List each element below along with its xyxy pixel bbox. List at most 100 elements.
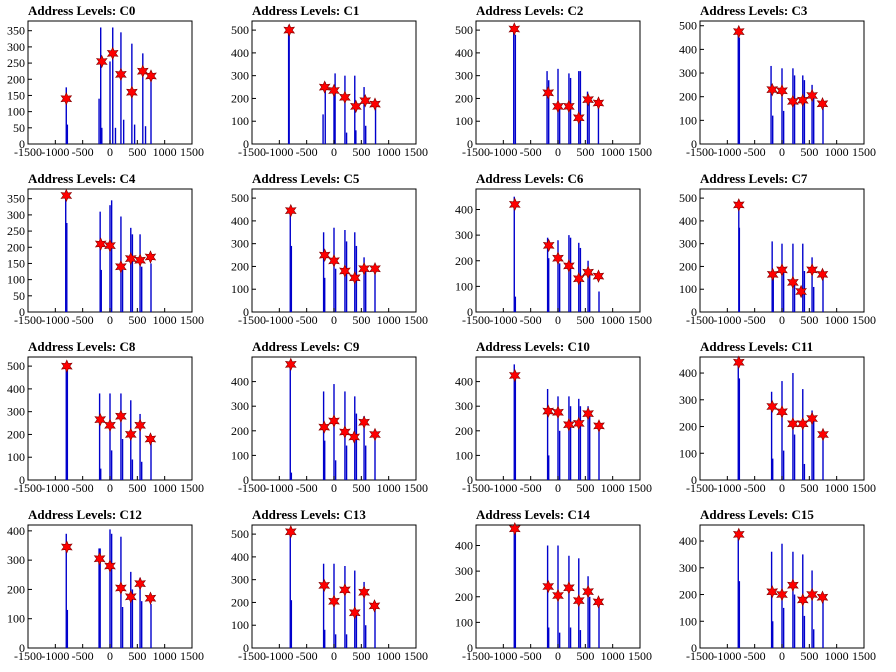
x-tick-label: -1500 — [238, 313, 266, 327]
star-marker — [358, 415, 370, 429]
y-tick-label: 200 — [231, 259, 249, 273]
star-marker — [104, 238, 116, 253]
y-tick-label: 0 — [243, 305, 249, 319]
x-tick-label: 500 — [800, 481, 818, 495]
chart-svg: Address Levels: C13 0 100 200 300 400 500 -1500… — [231, 507, 428, 663]
x-tick-label: -500 — [72, 145, 94, 159]
star-marker — [796, 93, 809, 107]
x-tick-label: 1000 — [153, 313, 177, 327]
star-marker — [787, 417, 799, 431]
x-tick-label: 500 — [800, 145, 818, 159]
y-tick-label: 400 — [7, 524, 25, 538]
star-marker — [126, 85, 138, 99]
x-tick-label: -1000 — [489, 313, 517, 327]
y-tick-label: 400 — [231, 550, 249, 564]
x-tick-label: 1000 — [825, 313, 849, 327]
star-marker — [144, 250, 157, 264]
y-tick-label: 300 — [231, 237, 249, 251]
star-marker — [732, 355, 745, 370]
x-tick-label: -1000 — [41, 649, 69, 663]
star-marker — [350, 99, 362, 114]
x-tick-label: 0 — [107, 649, 113, 663]
star-marker — [136, 64, 149, 78]
y-tick-label: 500 — [679, 191, 697, 205]
star-marker — [144, 432, 157, 446]
x-tick-label: -1500 — [14, 481, 42, 495]
x-tick-label: 0 — [555, 481, 561, 495]
y-tick-label: 300 — [7, 405, 25, 419]
y-tick-label: 400 — [455, 203, 473, 217]
x-tick-label: 1500 — [628, 313, 652, 327]
x-tick-label: -1500 — [686, 145, 714, 159]
star-marker — [572, 111, 585, 125]
x-tick-label: 500 — [352, 145, 370, 159]
y-tick-label: 200 — [231, 595, 249, 609]
y-tick-label: 100 — [455, 279, 473, 293]
star-marker — [283, 23, 296, 37]
x-tick-label: 1000 — [153, 481, 177, 495]
star-marker — [115, 409, 127, 423]
star-marker — [60, 91, 73, 106]
y-tick-label: 250 — [7, 56, 25, 70]
x-tick-label: 0 — [107, 481, 113, 495]
star-marker — [508, 22, 521, 36]
star-marker — [369, 97, 381, 111]
y-tick-label: 400 — [455, 375, 473, 389]
y-tick-label: 100 — [455, 114, 473, 128]
x-tick-label: 1500 — [180, 649, 204, 663]
star-marker — [572, 593, 585, 608]
chart-panel: Address Levels: C0 0 50 100 150 200 250 300 350 -… — [0, 0, 224, 168]
x-tick-label: -1000 — [713, 481, 741, 495]
star-marker — [106, 46, 119, 61]
star-marker — [806, 587, 818, 602]
chart-panel: Address Levels: C4 0 50 100 150 200 250 300 350 -… — [0, 168, 224, 336]
y-tick-label: 400 — [7, 382, 25, 396]
y-tick-label: 0 — [691, 473, 697, 487]
star-marker — [134, 418, 146, 433]
star-marker — [787, 275, 799, 290]
y-tick-label: 350 — [7, 24, 25, 38]
y-tick-label: 0 — [691, 305, 697, 319]
star-marker — [796, 417, 809, 431]
chart-panel: Address Levels: C5 0 100 200 300 400 500 -1500-… — [224, 168, 448, 336]
y-tick-label: 300 — [679, 561, 697, 575]
y-tick-label: 0 — [243, 473, 249, 487]
x-tick-label: -500 — [520, 313, 542, 327]
star-marker — [328, 83, 340, 98]
star-marker — [766, 82, 779, 97]
star-marker — [124, 590, 137, 604]
star-marker — [582, 92, 594, 107]
y-tick-label: 500 — [455, 23, 473, 37]
y-tick-label: 200 — [679, 259, 697, 273]
star-marker — [766, 267, 779, 282]
chart-title: Address Levels: C5 — [252, 171, 360, 186]
x-tick-label: -500 — [296, 313, 318, 327]
chart-panel: Address Levels: C14 0 100 200 300 400 -1500 -10… — [448, 504, 672, 672]
x-tick-label: -1500 — [686, 313, 714, 327]
star-marker — [368, 599, 381, 613]
x-tick-label: 1500 — [852, 145, 876, 159]
star-marker — [60, 359, 73, 373]
x-tick-label: 500 — [576, 145, 594, 159]
star-marker — [124, 427, 137, 442]
x-tick-label: 0 — [779, 145, 785, 159]
x-tick-label: 1000 — [825, 145, 849, 159]
y-tick-label: 300 — [679, 66, 697, 80]
star-marker — [508, 197, 521, 212]
x-tick-label: -1000 — [713, 649, 741, 663]
x-tick-label: -500 — [744, 481, 766, 495]
y-tick-label: 0 — [467, 305, 473, 319]
x-tick-label: -500 — [72, 481, 94, 495]
x-tick-label: 0 — [331, 313, 337, 327]
x-tick-label: -1500 — [14, 649, 42, 663]
star-marker — [787, 94, 799, 109]
star-marker — [284, 525, 297, 539]
chart-title: Address Levels: C11 — [700, 339, 813, 354]
x-tick-label: -1000 — [265, 313, 293, 327]
chart-panel: Address Levels: C10 0 100 200 300 400 -1500 -10… — [448, 336, 672, 504]
y-tick-label: 500 — [231, 527, 249, 541]
star-marker — [817, 427, 829, 442]
x-tick-label: 1500 — [852, 481, 876, 495]
y-tick-label: 100 — [231, 114, 249, 128]
star-marker — [60, 540, 73, 554]
